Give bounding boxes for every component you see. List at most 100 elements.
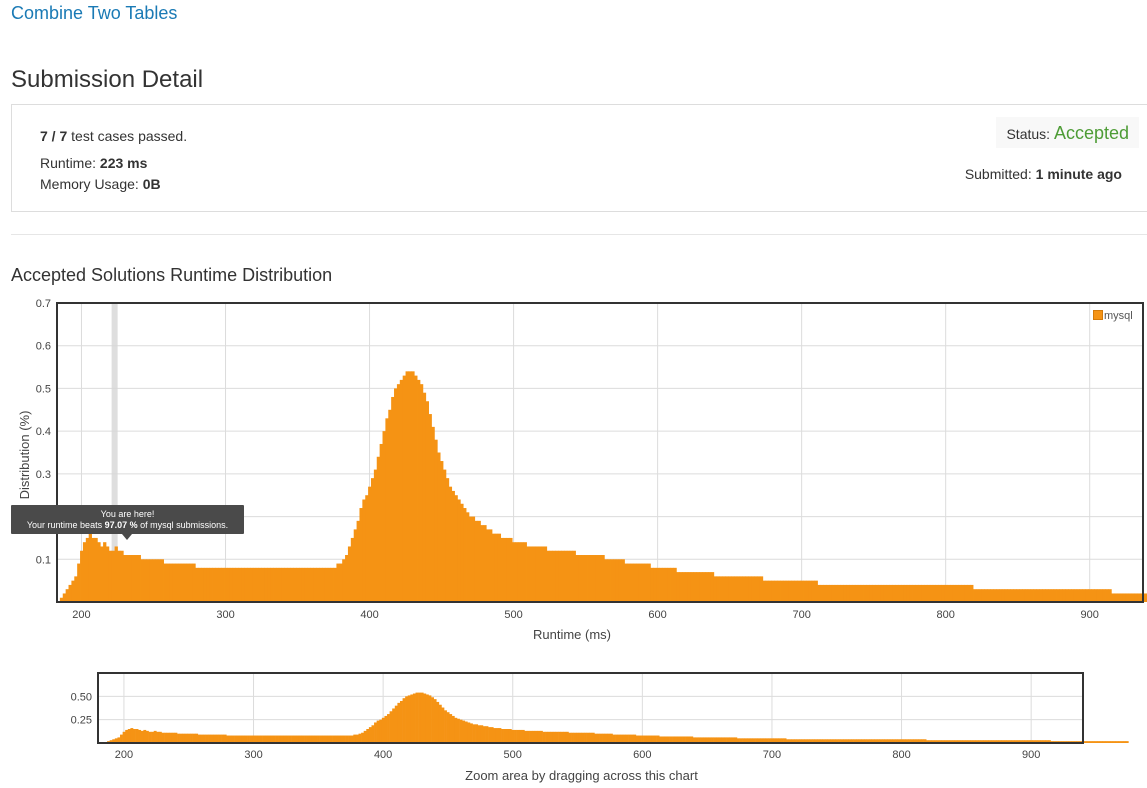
zoom-bar [983,740,987,743]
zoom-bar [804,739,808,743]
zoom-bar [254,735,258,743]
distribution-bar [408,371,412,602]
zoom-bar [822,739,826,743]
zoom-bar [469,723,473,743]
distribution-bar [656,567,660,602]
zoom-bar [514,729,517,743]
distribution-bar [437,452,441,602]
zoom-bar [1055,741,1059,743]
zoom-bar [926,740,930,743]
zoom-bar [578,732,582,743]
zoom-bar [604,733,608,743]
zoom-bar [1029,740,1033,743]
x-tick-label: 400 [360,609,378,621]
distribution-bar [82,542,87,602]
distribution-bar [457,499,461,602]
runtime-distribution-chart[interactable]: 0.10.20.30.40.50.60.72003004005006007008… [0,0,1147,650]
zoom-bar [1060,741,1064,743]
distribution-bar [618,559,622,602]
zoom-bar [236,735,240,743]
zoom-bar [306,735,310,743]
distribution-bar [829,584,833,602]
distribution-bar [938,584,942,602]
zoom-bar [939,740,943,743]
distribution-bar [633,563,637,602]
zoom-bar [1066,741,1070,743]
zoom-bar [249,735,253,743]
distribution-bar [1022,589,1026,602]
zoom-bar [397,702,401,743]
zoom-bar [594,733,598,743]
distribution-bar [811,580,816,602]
tooltip-prefix: Your runtime beats [26,520,105,530]
distribution-bar [172,563,176,602]
zoom-bar [329,735,333,743]
status-box: Status: Accepted [996,117,1139,148]
distribution-bar [800,580,804,602]
zoom-bar [132,729,136,743]
chart-legend[interactable]: mysql [1093,310,1133,322]
x-axis-label: Runtime (ms) [533,627,611,642]
zoom-bar [415,692,419,743]
distribution-bar [719,576,723,602]
zoom-bar [812,739,816,743]
zoom-bar [1107,741,1111,743]
zoom-bar [177,733,180,743]
zoom-bar [384,715,388,743]
y-tick-label: 0.3 [36,469,51,481]
zoom-bar [446,712,450,743]
distribution-bar [391,396,395,602]
zoom-bar [205,734,209,743]
tooltip-suffix: of mysql submissions. [137,520,229,530]
distribution-bar [929,584,934,602]
distribution-bar [486,529,490,602]
zoom-bar [910,739,914,743]
zoom-bar [848,739,852,743]
zoom-bar [1016,740,1020,743]
x-tick-label: 200 [72,609,90,621]
distribution-bar [1099,589,1104,602]
distribution-bar [368,486,372,602]
zoom-bar [200,734,204,743]
zoom-bar [179,733,183,743]
distribution-bar [1079,589,1083,602]
zoom-bar [659,736,663,743]
zoom-bar [1094,741,1098,743]
distribution-bar [708,572,712,602]
zoom-bar [1019,740,1023,743]
distribution-bar [941,584,945,602]
submitted-value: 1 minute ago [1035,166,1122,182]
zoom-bar [700,737,704,743]
distribution-bar [595,555,599,602]
zoom-bar [760,738,764,743]
distribution-bar [250,567,254,602]
distribution-bar [538,546,542,602]
zoom-bar [358,733,362,743]
distribution-bar [209,567,213,602]
distribution-bar [451,490,455,602]
zoom-bar [944,740,948,743]
zoom-bar [972,740,976,743]
distribution-bar [621,559,625,602]
distribution-bar [650,567,654,602]
distribution-bar [592,555,597,602]
distribution-bar [1119,593,1124,602]
zoom-bar [451,715,455,743]
zoom-bar [949,740,953,743]
distribution-bar [975,589,980,602]
distribution-bar [385,418,389,602]
distribution-bar [244,567,248,602]
submitted-row: Submitted: 1 minute ago [965,166,1122,182]
distribution-bar [581,555,585,602]
distribution-bar [339,563,343,602]
zoom-bar [682,736,686,743]
distribution-bar [241,567,245,602]
zoom-bar [402,698,406,743]
zoom-bar [959,740,963,743]
problem-title-link[interactable]: Combine Two Tables [11,3,178,23]
zoom-bar [423,693,427,743]
zoom-bar [407,695,411,743]
distribution-bar [823,584,827,602]
zoom-bar [208,734,212,743]
zoom-bar [342,735,346,743]
